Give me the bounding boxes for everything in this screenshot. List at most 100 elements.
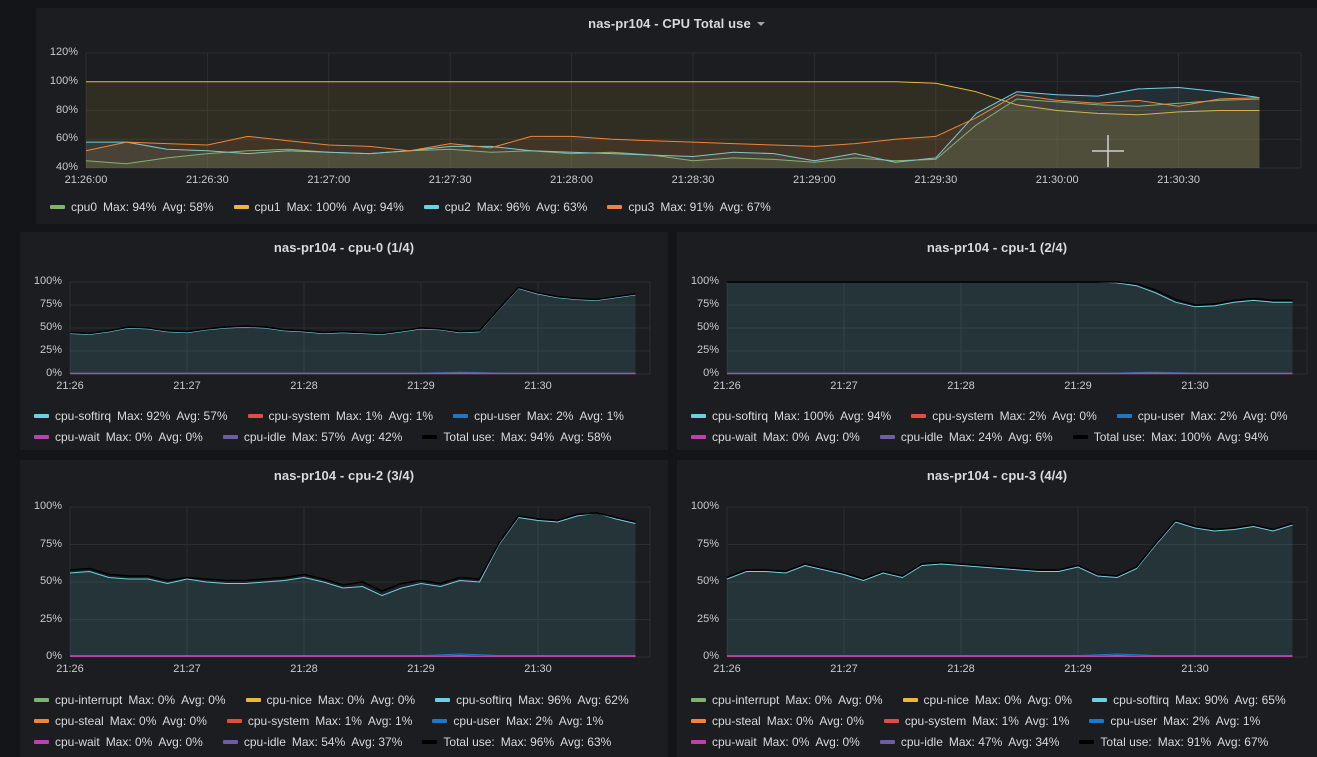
legend-item[interactable]: cpu-user Max: 2% Avg: 1% bbox=[453, 409, 624, 423]
legend-series-label[interactable]: cpu-system bbox=[904, 713, 967, 728]
legend-item[interactable]: cpu-nice Max: 0% Avg: 0% bbox=[902, 692, 1072, 707]
legend-series-label[interactable]: cpu-user bbox=[1110, 713, 1158, 728]
legend-item[interactable]: cpu-softirq Max: 90% Avg: 65% bbox=[1092, 693, 1286, 707]
cpu-3-chart[interactable] bbox=[677, 460, 1317, 757]
legend-series-label[interactable]: cpu-interrupt bbox=[55, 692, 123, 707]
legend-series-label[interactable]: cpu1 bbox=[254, 199, 281, 214]
legend-max-value: Max: 0% bbox=[762, 734, 810, 749]
legend-series-label[interactable]: Total use: bbox=[1100, 734, 1152, 749]
legend-item[interactable]: Total use: Max: 91% Avg: 67% bbox=[1079, 735, 1268, 749]
legend-item[interactable]: cpu-interrupt Max: 0% Avg: 0% bbox=[691, 693, 883, 707]
legend-item[interactable]: cpu2 Max: 96% Avg: 63% bbox=[423, 199, 588, 214]
cpu-0-chart[interactable] bbox=[20, 232, 668, 450]
legend-item[interactable]: cpu-softirq Max: 92% Avg: 57% bbox=[34, 409, 228, 423]
panel-title[interactable]: nas-pr104 - cpu-0 (1/4) bbox=[273, 239, 415, 255]
legend-avg-value: Avg: 63% bbox=[536, 199, 588, 214]
panel-title[interactable]: nas-pr104 - cpu-3 (4/4) bbox=[926, 467, 1068, 483]
legend-item[interactable]: cpu-interrupt Max: 0% Avg: 0% bbox=[34, 693, 226, 707]
x-tick-label: 21:29 bbox=[1064, 380, 1092, 392]
legend-series-label[interactable]: cpu-steal bbox=[712, 713, 761, 728]
legend-series-label[interactable]: cpu-idle bbox=[900, 734, 943, 749]
legend-series-label[interactable]: Total use: bbox=[443, 429, 495, 444]
legend-series-label[interactable]: cpu-system bbox=[268, 408, 330, 423]
legend-item[interactable]: cpu-idle Max: 47% Avg: 34% bbox=[879, 734, 1059, 749]
legend-series-label[interactable]: cpu0 bbox=[71, 199, 98, 214]
legend-max-value: Max: 94% bbox=[103, 199, 157, 214]
legend-item[interactable]: cpu-wait Max: 0% Avg: 0% bbox=[34, 430, 203, 444]
legend-series-label[interactable]: cpu-system bbox=[932, 408, 994, 423]
legend-item[interactable]: cpu-wait Max: 0% Avg: 0% bbox=[691, 735, 860, 749]
x-tick-label: 21:29 bbox=[1064, 663, 1092, 675]
legend-item[interactable]: cpu-softirq Max: 96% Avg: 62% bbox=[435, 693, 629, 707]
legend-item[interactable]: cpu-user Max: 2% Avg: 0% bbox=[1116, 408, 1288, 423]
legend-series-label[interactable]: cpu-softirq bbox=[55, 408, 112, 423]
legend-item[interactable]: cpu-user Max: 2% Avg: 1% bbox=[1089, 714, 1260, 728]
y-tick-label: 25% bbox=[696, 344, 719, 356]
legend-series-label[interactable]: cpu-wait bbox=[712, 734, 757, 749]
legend-item[interactable]: cpu1 Max: 100% Avg: 94% bbox=[233, 199, 404, 214]
legend-item[interactable]: cpu-idle Max: 57% Avg: 42% bbox=[222, 429, 402, 444]
panel-header-cpu-3[interactable]: nas-pr104 - cpu-3 (4/4) bbox=[677, 464, 1317, 486]
legend-swatch bbox=[902, 697, 918, 702]
chevron-down-icon[interactable] bbox=[756, 22, 765, 26]
panel-header-cpu-1[interactable]: nas-pr104 - cpu-1 (2/4) bbox=[677, 236, 1317, 258]
legend-item[interactable]: cpu-system Max: 1% Avg: 1% bbox=[247, 408, 433, 423]
legend-item[interactable]: cpu-system Max: 1% Avg: 1% bbox=[883, 713, 1069, 728]
x-tick-label: 21:27:30 bbox=[428, 174, 472, 186]
legend-max-value: Max: 100% bbox=[774, 408, 835, 423]
legend-item[interactable]: cpu0 Max: 94% Avg: 58% bbox=[50, 200, 214, 214]
cpu-1-chart[interactable] bbox=[677, 232, 1317, 450]
legend-series-label[interactable]: Total use: bbox=[443, 734, 495, 749]
panel-header-cpu-total[interactable]: nas-pr104 - CPU Total use bbox=[36, 12, 1317, 34]
legend-item[interactable]: cpu-steal Max: 0% Avg: 0% bbox=[34, 714, 207, 728]
legend-series-label[interactable]: cpu-nice bbox=[923, 692, 969, 707]
legend-series-label[interactable]: cpu-user bbox=[474, 408, 521, 423]
legend-max-value: Max: 1% bbox=[972, 713, 1019, 728]
legend-series-label[interactable]: cpu-softirq bbox=[456, 692, 513, 707]
legend-item[interactable]: cpu-wait Max: 0% Avg: 0% bbox=[34, 735, 203, 749]
legend-item[interactable]: cpu-nice Max: 0% Avg: 0% bbox=[245, 692, 415, 707]
legend-series-label[interactable]: cpu-softirq bbox=[712, 408, 769, 423]
legend-row: cpu-wait Max: 0% Avg: 0% cpu-idle Max: 47% Av… bbox=[691, 731, 1286, 752]
legend-item[interactable]: Total use: Max: 100% Avg: 94% bbox=[1072, 429, 1268, 444]
x-tick-label: 21:28:00 bbox=[550, 174, 593, 186]
legend-max-value: Max: 96% bbox=[518, 692, 572, 707]
legend-swatch bbox=[34, 697, 49, 702]
legend-item[interactable]: cpu-steal Max: 0% Avg: 0% bbox=[691, 714, 864, 728]
legend-item[interactable]: cpu-wait Max: 0% Avg: 0% bbox=[691, 430, 860, 444]
legend-item[interactable]: cpu-user Max: 2% Avg: 1% bbox=[432, 714, 603, 728]
legend-series-label[interactable]: cpu-idle bbox=[243, 429, 286, 444]
legend-series-label[interactable]: cpu-interrupt bbox=[712, 692, 780, 707]
legend-series-label[interactable]: cpu-idle bbox=[900, 429, 943, 444]
legend-series-label[interactable]: cpu-system bbox=[247, 713, 310, 728]
legend-item[interactable]: cpu-system Max: 1% Avg: 1% bbox=[226, 713, 412, 728]
legend-series-label[interactable]: Total use: bbox=[1093, 429, 1146, 444]
legend-item[interactable]: Total use: Max: 96% Avg: 63% bbox=[422, 735, 611, 749]
legend-series-label[interactable]: cpu-steal bbox=[55, 713, 104, 728]
legend-item[interactable]: cpu-idle Max: 24% Avg: 6% bbox=[879, 429, 1053, 444]
panel-header-cpu-0[interactable]: nas-pr104 - cpu-0 (1/4) bbox=[20, 236, 668, 258]
legend-item[interactable]: cpu3 Max: 91% Avg: 67% bbox=[607, 200, 771, 214]
legend-item[interactable]: cpu-system Max: 2% Avg: 0% bbox=[911, 409, 1097, 423]
legend-series-label[interactable]: cpu2 bbox=[444, 199, 471, 214]
legend-item[interactable]: cpu-idle Max: 54% Avg: 37% bbox=[222, 734, 402, 749]
panel-title[interactable]: nas-pr104 - cpu-1 (2/4) bbox=[926, 239, 1068, 255]
cpu-2-chart[interactable] bbox=[20, 460, 668, 757]
legend-series-label[interactable]: cpu-wait bbox=[55, 429, 100, 444]
legend-series-label[interactable]: cpu-nice bbox=[266, 692, 312, 707]
legend-swatch bbox=[691, 739, 706, 744]
cpu-total-chart[interactable] bbox=[36, 8, 1317, 224]
legend-swatch bbox=[34, 434, 49, 439]
legend-item[interactable]: Total use: Max: 94% Avg: 58% bbox=[422, 430, 611, 444]
legend-series-label[interactable]: cpu3 bbox=[628, 199, 655, 214]
legend-series-label[interactable]: cpu-user bbox=[1137, 408, 1185, 423]
legend-series-label[interactable]: cpu-softirq bbox=[1113, 692, 1170, 707]
legend-series-label[interactable]: cpu-wait bbox=[55, 734, 100, 749]
panel-header-cpu-2[interactable]: nas-pr104 - cpu-2 (3/4) bbox=[20, 464, 668, 486]
legend-series-label[interactable]: cpu-user bbox=[453, 713, 501, 728]
legend-series-label[interactable]: cpu-idle bbox=[243, 734, 286, 749]
legend-item[interactable]: cpu-softirq Max: 100% Avg: 94% bbox=[691, 409, 891, 423]
panel-title[interactable]: nas-pr104 - cpu-2 (3/4) bbox=[273, 467, 415, 483]
panel-title[interactable]: nas-pr104 - CPU Total use bbox=[588, 15, 751, 31]
legend-series-label[interactable]: cpu-wait bbox=[712, 429, 757, 444]
